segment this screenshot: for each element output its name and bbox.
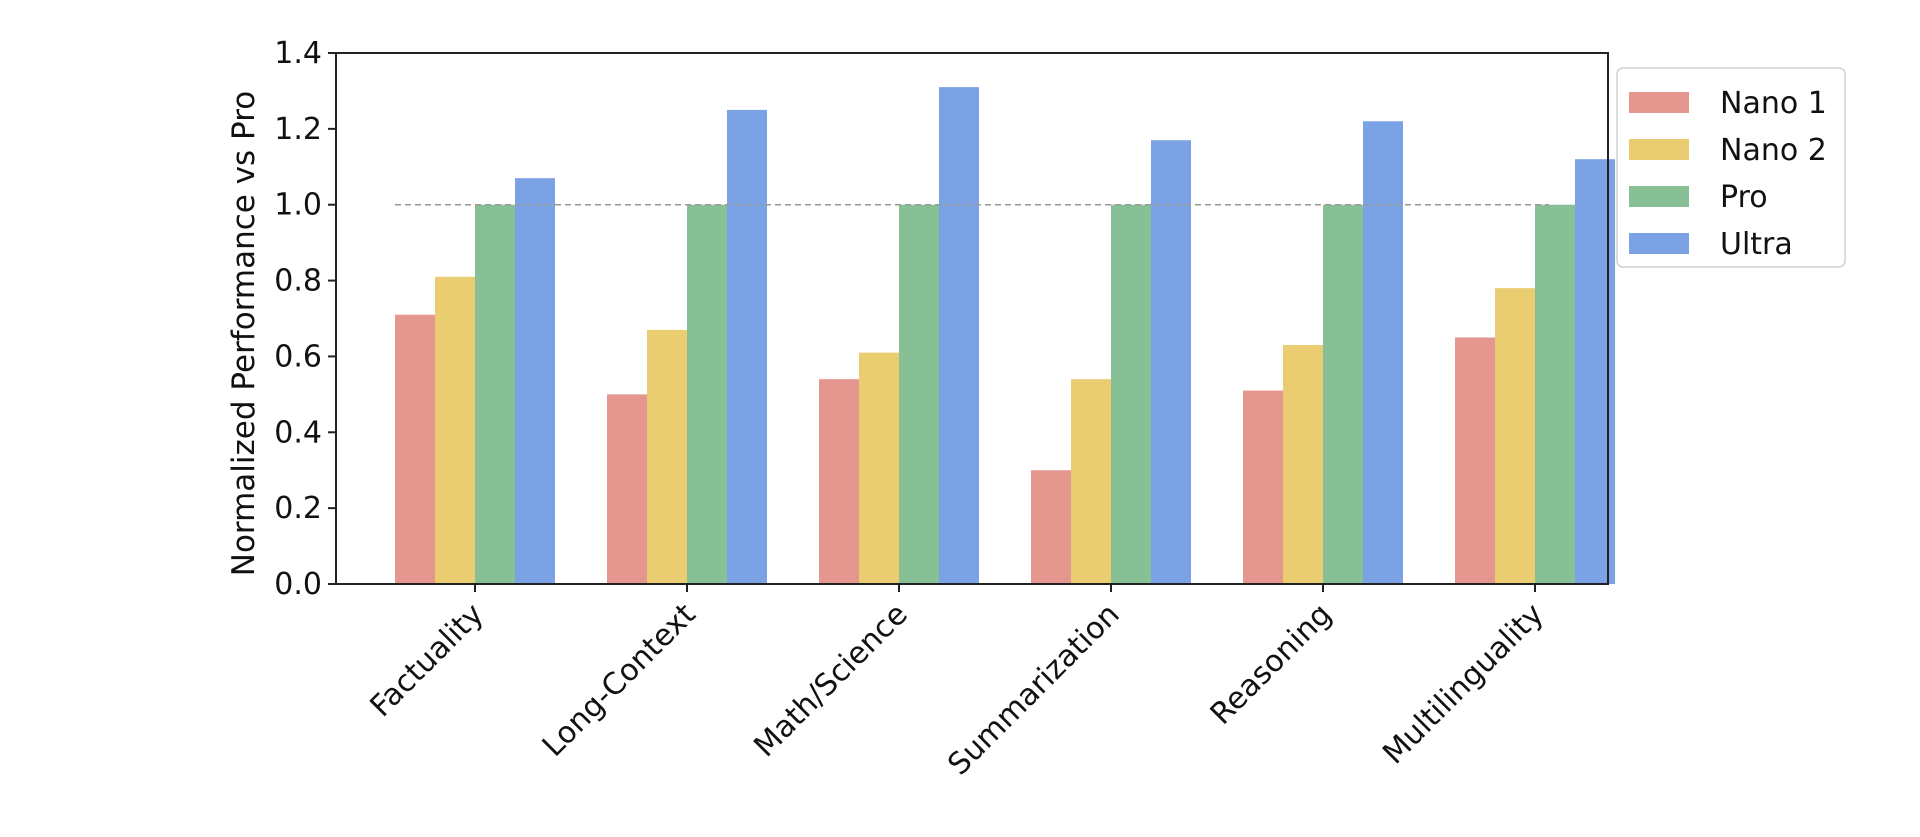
y-axis-title: Normalized Performance vs Pro — [226, 91, 262, 576]
legend-swatch-pro — [1629, 186, 1689, 207]
legend-label-nano-2: Nano 2 — [1720, 133, 1827, 168]
bar-nano-1-factuality — [395, 314, 435, 584]
x-axis: Factuality Long-Context Math/Science Summar… — [364, 584, 1551, 782]
y-tick-label: 0.8 — [274, 264, 322, 299]
y-tick-label: 0.6 — [274, 339, 322, 374]
x-tick-label: Factuality — [364, 597, 491, 724]
bar-nano-2-factuality — [435, 276, 475, 584]
bar-nano-2-summarization — [1071, 379, 1111, 584]
bar-ultra-math-science — [939, 87, 979, 584]
y-tick-label: 0.0 — [274, 567, 322, 602]
bars-group — [395, 87, 1615, 585]
plot-area-frame — [335, 52, 1609, 585]
bar-pro-long-context — [687, 204, 727, 584]
bar-pro-multilinguality — [1535, 204, 1575, 584]
y-tick-label: 1.2 — [274, 112, 322, 147]
legend-box — [1616, 67, 1846, 268]
bar-nano-1-reasoning — [1243, 390, 1283, 584]
bar-pro-math-science — [899, 204, 939, 584]
y-axis: 0.0 0.2 0.4 0.6 0.8 1.0 1.2 1.4 — [274, 36, 336, 602]
legend-swatch-ultra — [1629, 233, 1689, 254]
y-tick-label: 0.4 — [274, 415, 322, 450]
legend-swatch-nano-1 — [1629, 92, 1689, 113]
bar-pro-factuality — [475, 204, 515, 584]
y-tick-label: 1.0 — [274, 188, 322, 223]
bar-nano-2-math-science — [859, 352, 899, 584]
bar-nano-2-multilinguality — [1495, 288, 1535, 584]
legend: Nano 1 Nano 2 Pro Ultra — [1616, 67, 1846, 268]
bar-nano-2-reasoning — [1283, 345, 1323, 584]
bar-nano-1-summarization — [1031, 470, 1071, 584]
x-tick-label: Summarization — [941, 597, 1126, 782]
bar-ultra-factuality — [515, 178, 555, 584]
bar-nano-2-long-context — [647, 329, 687, 584]
bar-ultra-long-context — [727, 109, 767, 585]
legend-label-nano-1: Nano 1 — [1720, 86, 1827, 121]
bar-nano-1-math-science — [819, 379, 859, 584]
bar-nano-1-long-context — [607, 394, 647, 584]
bar-pro-reasoning — [1323, 204, 1363, 584]
bar-ultra-summarization — [1151, 140, 1191, 584]
x-tick-label: Long-Context — [536, 597, 703, 764]
x-tick-label: Multilinguality — [1376, 597, 1550, 771]
bar-pro-summarization — [1111, 204, 1151, 584]
y-tick-label: 1.4 — [274, 36, 322, 71]
bar-nano-1-multilinguality — [1455, 337, 1495, 584]
legend-label-pro: Pro — [1720, 180, 1768, 215]
legend-swatch-nano-2 — [1629, 139, 1689, 160]
x-tick-label: Math/Science — [747, 597, 914, 764]
y-tick-label: 0.2 — [274, 491, 322, 526]
legend-label-ultra: Ultra — [1720, 227, 1793, 262]
bar-ultra-reasoning — [1363, 121, 1403, 585]
x-tick-label: Reasoning — [1204, 597, 1339, 732]
